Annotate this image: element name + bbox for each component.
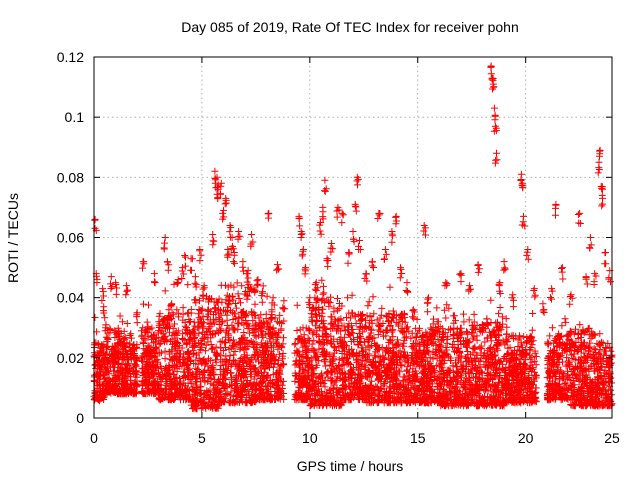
axis-layer: 0 0.02 0.04 0.06 0.08 0.1 0.12 0 5 10 15 20 25 [57,49,620,446]
x-tick-label: 0 [90,430,98,446]
roti-points [90,62,616,413]
y-axis-label: ROTI / TECUs [5,193,21,283]
y-tick-label: 0.12 [57,49,84,65]
grid-layer [94,57,612,418]
x-tick-label: 10 [302,430,318,446]
y-tick-label: 0.02 [57,350,84,366]
x-tick-label: 25 [604,430,620,446]
y-tick-label: 0.04 [57,290,84,306]
x-tick-label: 15 [410,430,426,446]
y-tick-label: 0.08 [57,169,84,185]
x-tick-label: 5 [198,430,206,446]
y-tick-label: 0.06 [57,230,84,246]
chart-title: Day 085 of 2019, Rate Of TEC Index for r… [181,19,518,35]
y-tick-label: 0 [76,410,84,426]
data-points [90,62,616,413]
y-tick-label: 0.1 [65,109,85,125]
x-tick-label: 20 [518,430,534,446]
x-axis-label: GPS time / hours [297,458,404,474]
